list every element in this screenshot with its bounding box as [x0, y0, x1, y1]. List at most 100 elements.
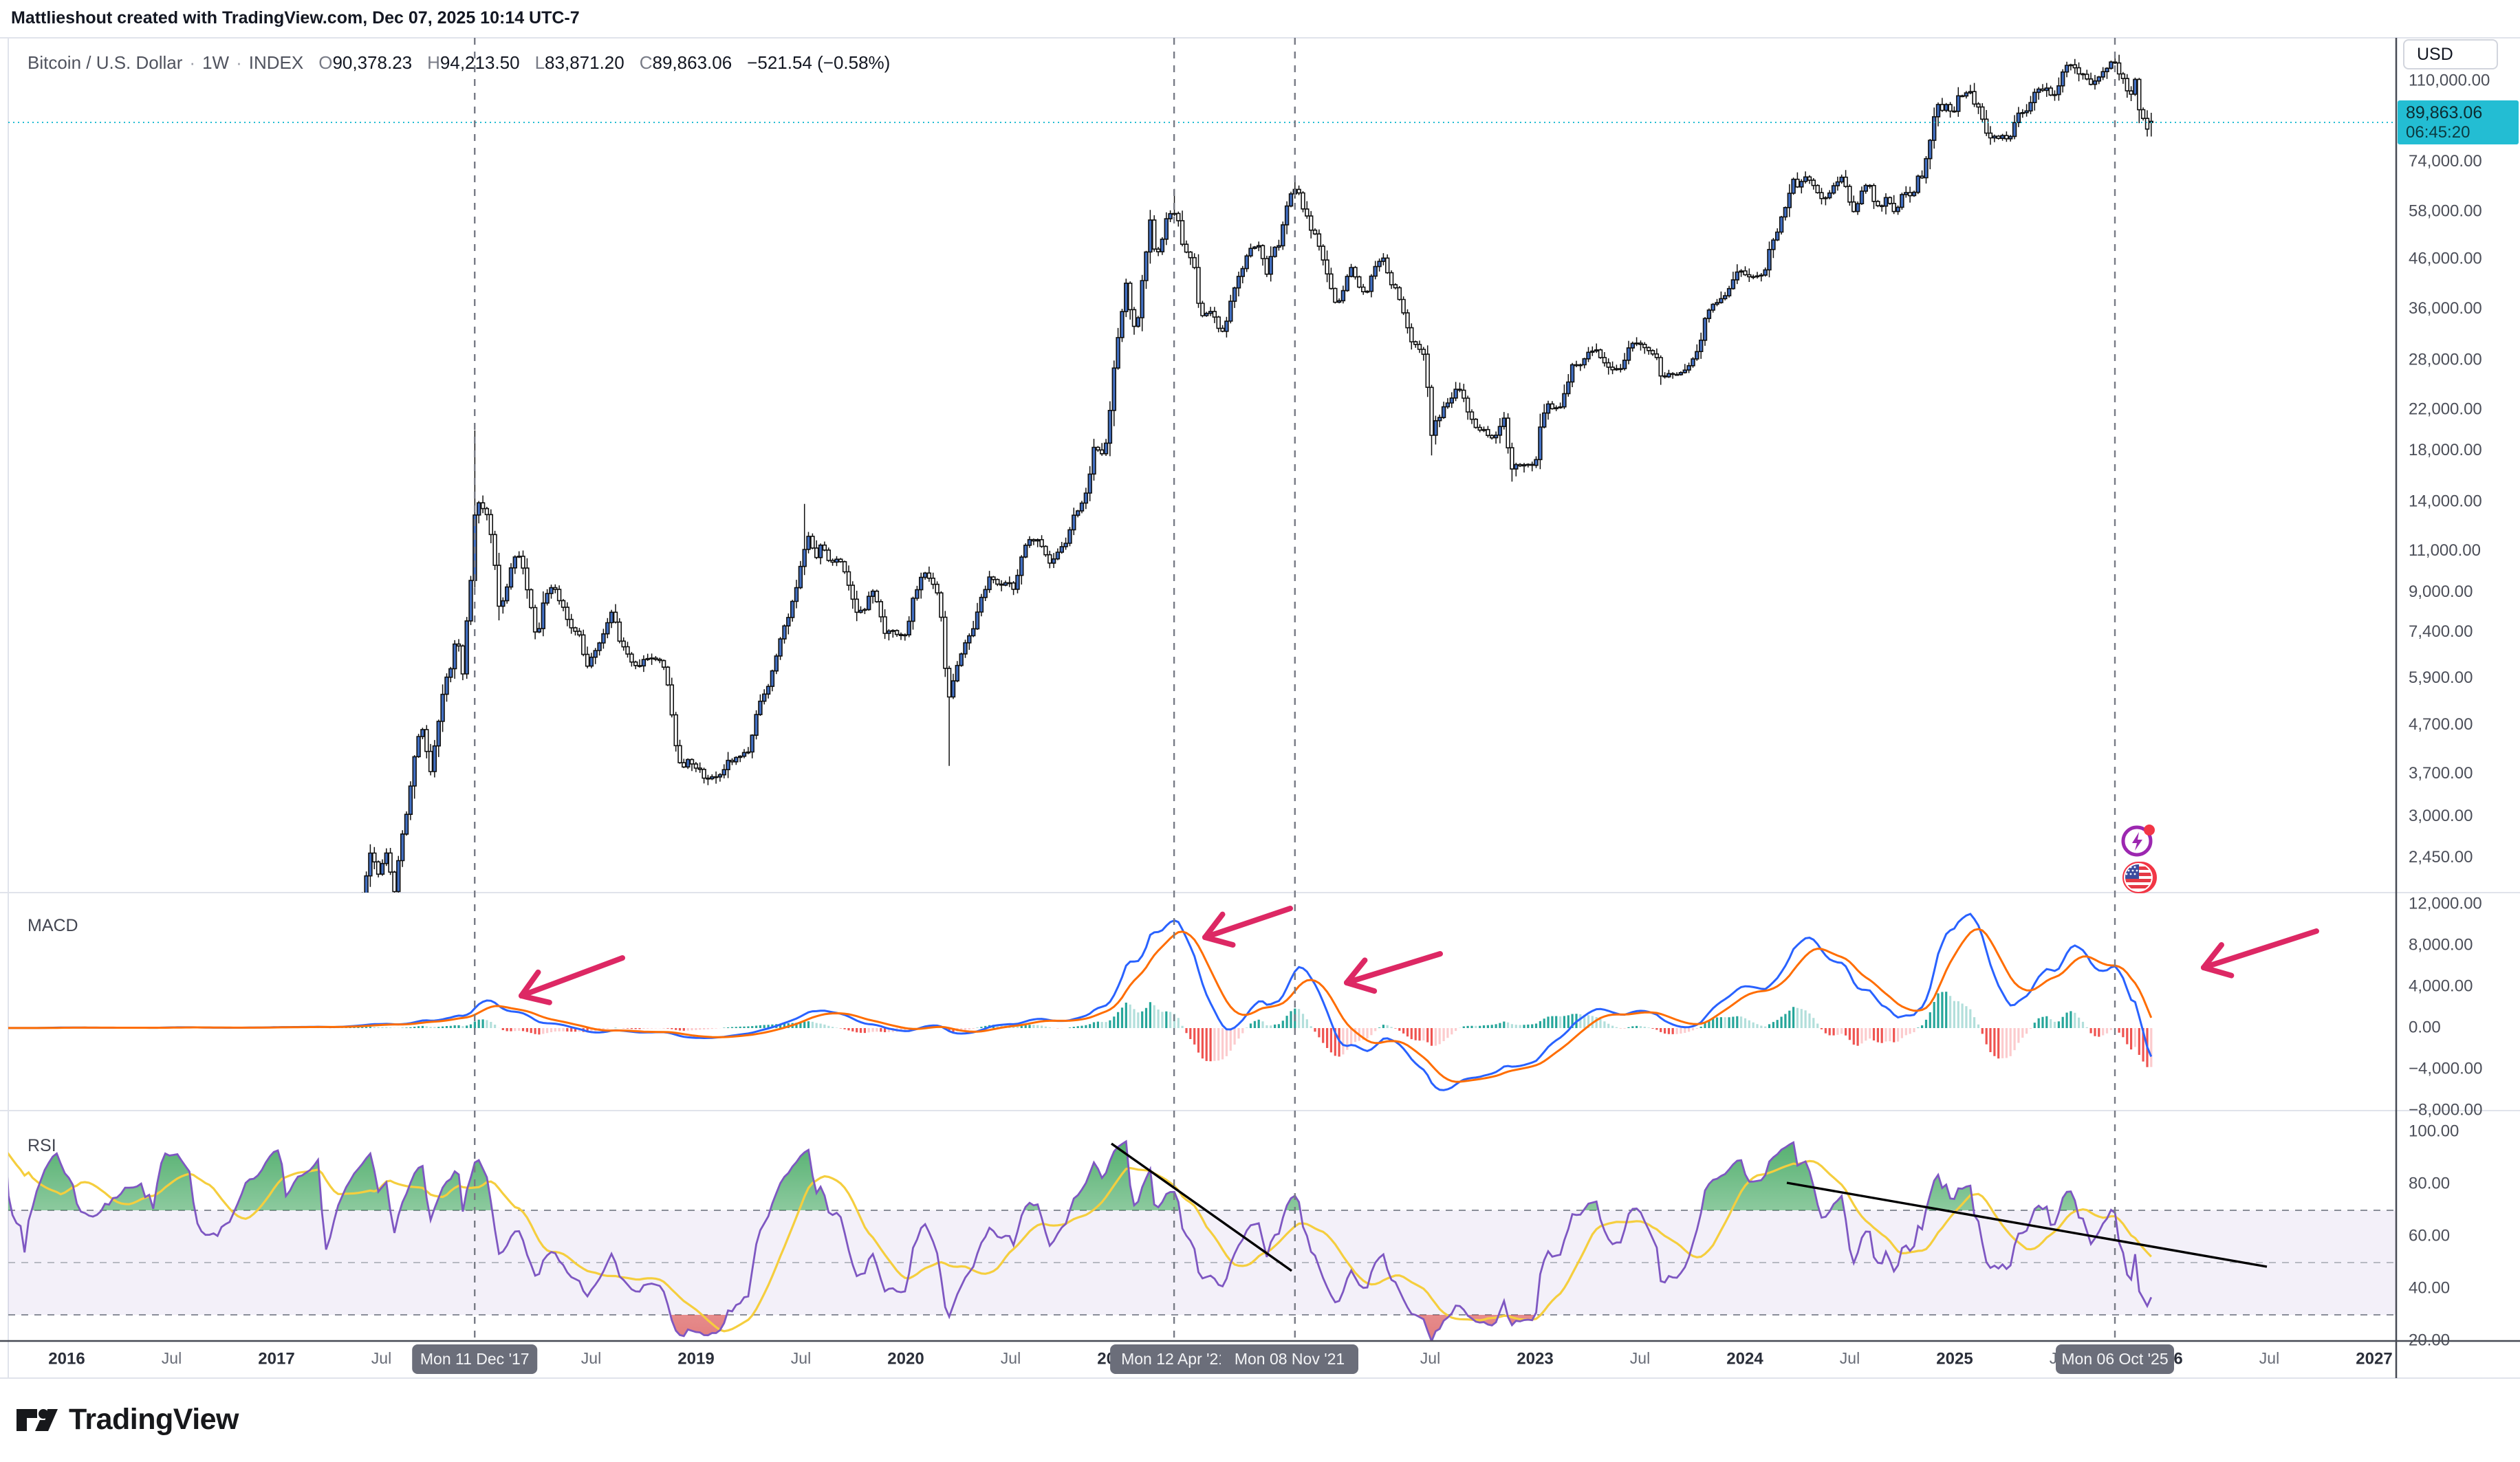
- svg-text:Mon 12 Apr '21: Mon 12 Apr '21: [1121, 1350, 1227, 1368]
- candle-wicks: [361, 53, 2152, 893]
- high-label: H: [427, 52, 440, 73]
- axis-tick-label: −4,000.00: [2409, 1059, 2482, 1078]
- time-axis-year: 2019: [677, 1349, 714, 1368]
- macd-line: [8, 913, 2153, 1091]
- svg-text:Mon 06 Oct '25: Mon 06 Oct '25: [2061, 1350, 2168, 1368]
- annotation-arrow[interactable]: [1202, 906, 1293, 948]
- axis-tick-label: 3,000.00: [2409, 807, 2473, 825]
- time-axis-month: Jul: [1001, 1349, 1021, 1367]
- bar-countdown: 06:45:20: [2406, 123, 2470, 142]
- open-value: 90,378.23: [332, 52, 413, 73]
- macd-signal-line: [8, 928, 2153, 1083]
- divergence-trendline[interactable]: [1111, 1142, 1292, 1272]
- date-badge: Mon 06 Oct '25: [2056, 1344, 2175, 1374]
- price-axis[interactable]: 110,000.00 74,000.00 58,000.00 46,000.00 36,…: [2409, 71, 2490, 1349]
- legend-separator: ·: [189, 52, 196, 73]
- time-axis[interactable]: JulJulJulJulJulJulJulJulJulJulJul2016201…: [48, 1344, 2393, 1374]
- attribution-text: Mattlieshout created with TradingView.co…: [11, 8, 580, 28]
- axis-tick-label: 5,900.00: [2409, 668, 2473, 687]
- open-label: O: [318, 52, 333, 73]
- legend-separator: ·: [236, 52, 242, 73]
- time-axis-month: Jul: [371, 1349, 391, 1367]
- rsi-indicator: [8, 1139, 2153, 1341]
- time-axis-year: 2024: [1726, 1349, 1763, 1368]
- tradingview-logo[interactable]: TradingView: [15, 1403, 239, 1437]
- macd-histogram: [8, 992, 2153, 1067]
- axis-tick-label: 14,000.00: [2409, 492, 2482, 511]
- time-axis-year: 2016: [48, 1349, 85, 1368]
- symbol-legend[interactable]: Bitcoin / U.S. Dollar · 1W · INDEX O90,3…: [28, 52, 890, 74]
- exchange-label: INDEX: [248, 52, 304, 73]
- axis-tick-label: 18,000.00: [2409, 441, 2482, 459]
- close-value: 89,863.06: [652, 52, 732, 73]
- time-axis-month: Jul: [581, 1349, 601, 1367]
- candlestick-series: [361, 53, 2153, 893]
- currency-label: USD: [2417, 44, 2453, 64]
- axis-tick-label: 8,000.00: [2409, 935, 2473, 954]
- rsi-ma-line: [8, 1152, 2152, 1333]
- time-axis-month: Jul: [2259, 1349, 2279, 1367]
- svg-text:Mon 08 Nov '21: Mon 08 Nov '21: [1235, 1350, 1345, 1368]
- time-axis-month: Jul: [1630, 1349, 1650, 1367]
- chart-bubbles[interactable]: [2118, 822, 2162, 898]
- divergence-trendline[interactable]: [1786, 1181, 2268, 1268]
- date-badge: Mon 12 Apr '21: [1110, 1344, 1239, 1374]
- axis-tick-label: 60.00: [2409, 1226, 2450, 1245]
- axis-tick-label: 74,000.00: [2409, 152, 2482, 171]
- axis-tick-label: 2,450.00: [2409, 848, 2473, 866]
- date-badge: Mon 11 Dec '17: [412, 1344, 538, 1374]
- axis-tick-label: 12,000.00: [2409, 894, 2482, 913]
- axis-tick-label: 46,000.00: [2409, 249, 2482, 268]
- svg-text:Mon 11 Dec '17: Mon 11 Dec '17: [420, 1350, 530, 1368]
- time-axis-year: 2023: [1517, 1349, 1553, 1368]
- change-value: −521.54 (−0.58%): [747, 52, 891, 73]
- macd-indicator: [8, 913, 2153, 1091]
- axis-tick-label: 22,000.00: [2409, 400, 2482, 418]
- low-value: 83,871.20: [545, 52, 624, 73]
- symbol-title: Bitcoin / U.S. Dollar: [28, 52, 183, 73]
- axis-tick-label: 4,000.00: [2409, 977, 2473, 995]
- annotation-arrow[interactable]: [2201, 928, 2319, 979]
- axis-tick-label: 28,000.00: [2409, 351, 2482, 369]
- time-axis-month: Jul: [1420, 1349, 1440, 1367]
- time-axis-year: 2020: [887, 1349, 924, 1368]
- current-price-value: 89,863.06: [2406, 103, 2483, 122]
- axis-tick-label: 3,700.00: [2409, 764, 2473, 783]
- high-value: 94,213.50: [439, 52, 520, 73]
- tradingview-logo-mark: [17, 1408, 58, 1431]
- time-axis-month: Jul: [1840, 1349, 1860, 1367]
- annotation-arrow[interactable]: [1344, 951, 1443, 994]
- rsi-line: [8, 1139, 2153, 1341]
- axis-tick-label: 4,700.00: [2409, 715, 2473, 734]
- interval-label: 1W: [202, 52, 230, 73]
- us-flag-icon[interactable]: [2122, 862, 2157, 893]
- time-axis-year: 2017: [258, 1349, 294, 1368]
- macd-pane-label[interactable]: MACD: [28, 916, 78, 935]
- axis-tick-label: 58,000.00: [2409, 201, 2482, 220]
- close-label: C: [639, 52, 653, 73]
- currency-button[interactable]: USD: [2403, 39, 2498, 69]
- rsi-pane-label[interactable]: RSI: [28, 1136, 56, 1155]
- axis-tick-label: 20.00: [2409, 1331, 2450, 1349]
- axis-tick-label: 9,000.00: [2409, 582, 2473, 601]
- axis-tick-label: 40.00: [2409, 1278, 2450, 1297]
- current-price-label: 89,863.06 06:45:20: [2398, 100, 2519, 144]
- axis-tick-label: 7,400.00: [2409, 622, 2473, 641]
- time-axis-year: 2025: [1936, 1349, 1973, 1368]
- time-axis-month: Jul: [791, 1349, 811, 1367]
- axis-tick-label: 0.00: [2409, 1018, 2441, 1036]
- low-label: L: [534, 52, 545, 73]
- tradingview-logo-text: TradingView: [69, 1403, 239, 1436]
- axis-tick-label: 36,000.00: [2409, 299, 2482, 318]
- time-axis-month: Jul: [162, 1349, 182, 1367]
- axis-tick-label: −8,000.00: [2409, 1100, 2482, 1119]
- up-candles: [364, 61, 2138, 893]
- axis-tick-label: 11,000.00: [2409, 541, 2481, 560]
- axis-tick-label: 110,000.00: [2409, 71, 2490, 89]
- annotation-arrow[interactable]: [519, 955, 625, 1005]
- axis-tick-label: 100.00: [2409, 1122, 2459, 1140]
- time-axis-year: 2027: [2356, 1349, 2392, 1368]
- lightning-icon[interactable]: [2121, 825, 2155, 857]
